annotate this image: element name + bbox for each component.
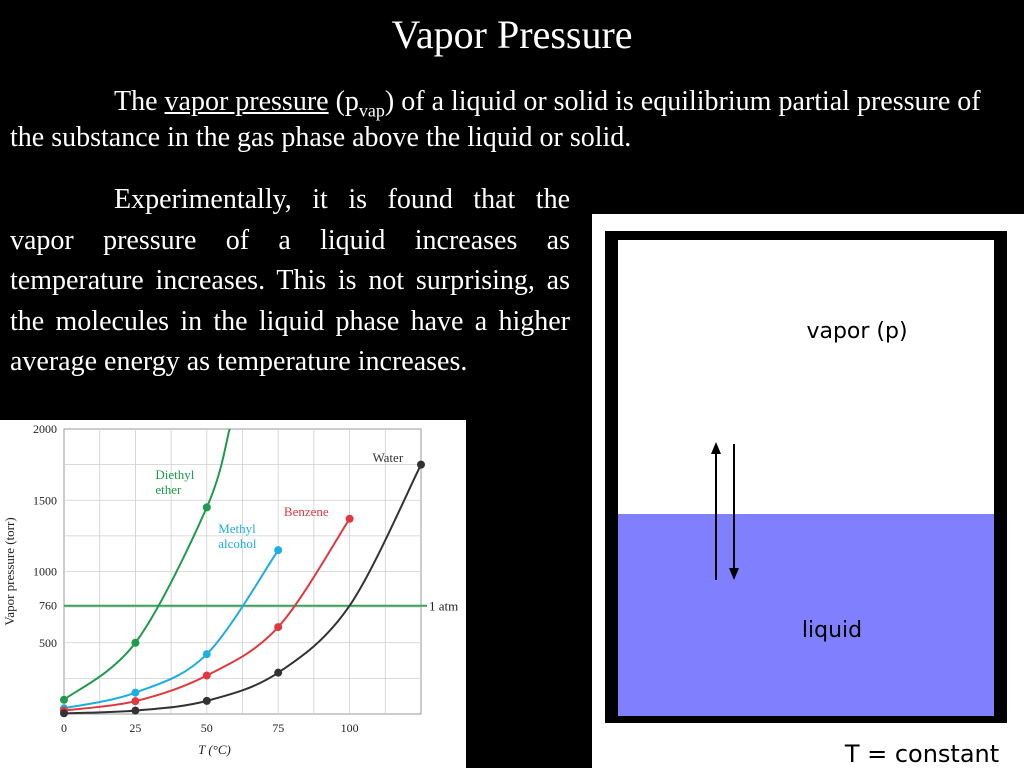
series-label-methyl-alcohol: alcohol [218,536,257,551]
vapor-pressure-term: vapor pressure [164,86,329,117]
intro-paragraph: The vapor pressure (pvap) of a liquid or… [10,84,1016,156]
y-tick-label: 1000 [33,565,57,579]
y-tick-label: 500 [39,636,57,650]
y-axis-label: Vapor pressure (torr) [2,517,17,625]
data-point-benzene [131,697,140,706]
intro-rest: ) of a liquid or solid is equilibrium pa… [10,86,981,153]
data-point-diethyl-ether [131,638,140,647]
series-line-benzene [63,518,351,712]
series-label-diethyl-ether: ether [155,482,182,497]
down-arrow-icon [729,444,739,580]
slide-title: Vapor Pressure [391,12,633,57]
container-liquid-region [618,514,994,716]
series-label-diethyl-ether: Diethyl [155,467,194,482]
data-point-water [274,668,283,677]
x-tick-label: 0 [61,721,67,735]
x-axis-label: T (°C) [198,742,231,757]
data-point-methyl-alcohol [202,650,211,659]
y-tick-label: 2000 [33,422,57,436]
data-point-water [417,460,425,469]
y-tick-label: 1500 [33,493,57,507]
diagram-svg: vapor (p) liquid T = constant [605,231,1007,768]
data-point-methyl-alcohol [131,688,140,697]
series-label-benzene: Benzene [284,504,329,519]
series-label-water: Water [372,450,403,465]
reference-line-label: 1 atm [429,599,458,614]
liquid-label: liquid [802,618,862,643]
data-point-water [202,696,211,705]
intro-pre: The [114,86,165,117]
y-tick-label: 760 [39,599,57,613]
data-point-benzene [345,514,354,523]
x-tick-label: 25 [129,721,141,735]
vapor-label: vapor (p) [806,319,907,344]
t-constant-label: T = constant [844,740,999,768]
data-point-water [60,709,68,718]
vap-subscript: vap [358,100,385,121]
data-point-methyl-alcohol [274,546,283,555]
series-line-methyl-alcohol [63,549,280,710]
x-tick-label: 50 [201,721,213,735]
data-point-water [131,706,140,715]
series-line-diethyl-ether [63,428,231,701]
intro-paren: (p [328,86,359,117]
data-point-diethyl-ether [60,695,68,704]
x-tick-label: 75 [272,721,284,735]
experiment-paragraph: Experimentally, it is found that the vap… [10,184,570,377]
vapor-liquid-diagram: vapor (p) liquid T = constant [592,214,1024,768]
series-label-methyl-alcohol: Methyl [218,521,256,536]
data-point-benzene [202,671,211,680]
data-point-diethyl-ether [202,503,211,512]
up-arrow-icon [711,442,721,580]
x-tick-label: 100 [341,721,359,735]
data-point-benzene [274,623,283,632]
vapor-pressure-chart: 500 760 1000 1500 2000 0 25 50 75 100 T (°C) Vapor … [0,420,466,768]
chart-svg: 500 760 1000 1500 2000 0 25 50 75 100 T (°C) Vapor … [2,422,458,757]
